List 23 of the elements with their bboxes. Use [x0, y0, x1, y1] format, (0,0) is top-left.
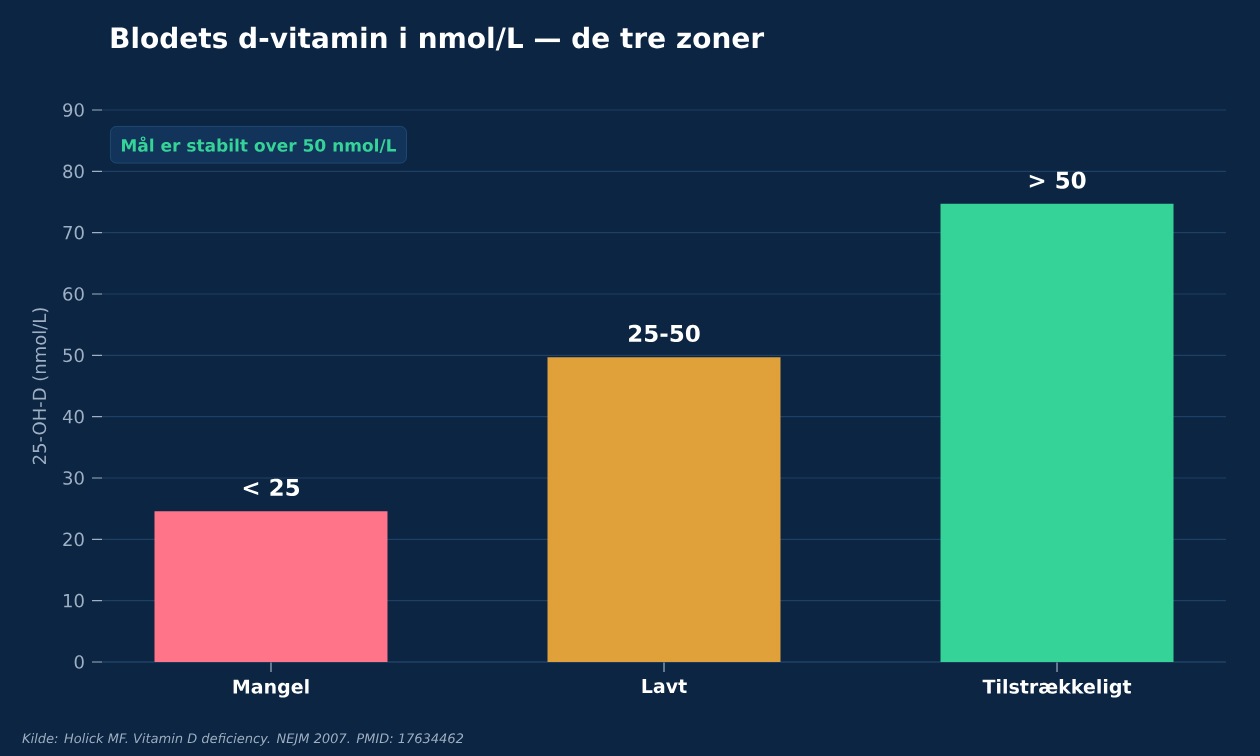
- y-tick-label: 20: [63, 532, 84, 547]
- y-axis-title: 25-OH-D (nmol/L): [32, 308, 49, 465]
- y-tick-label: 70: [63, 225, 84, 240]
- y-tick-label: 0: [74, 655, 84, 669]
- bar: [940, 203, 1174, 662]
- x-tick-label: Lavt: [642, 679, 687, 694]
- y-tick-label: 30: [63, 471, 84, 485]
- y-tick-label: 80: [63, 164, 84, 179]
- annotation: Mål er stabilt over 50 nmol/L: [121, 136, 397, 154]
- data-label: < 25: [243, 478, 300, 497]
- data-label: 25-50: [629, 324, 700, 343]
- text: Kilde: Holick MF. Vitamin D deficiency. NEJM 2007. PMID: 17634462: [22, 733, 464, 746]
- y-tick-label: 90: [63, 103, 84, 117]
- x-tick-label: Tilstrækkeligt: [982, 679, 1132, 698]
- data-label: > 50: [1029, 171, 1086, 189]
- bar: [547, 357, 781, 662]
- y-tick-label: 50: [63, 348, 84, 363]
- x-tick-label: Mangel: [233, 679, 309, 698]
- y-tick-label: 60: [63, 287, 84, 301]
- chart-title: Blodets d-vitamin i nmol/L — de tre zoner: [111, 26, 765, 51]
- bar: [154, 511, 388, 662]
- y-tick-label: 40: [62, 409, 84, 424]
- y-tick-label: 10: [64, 593, 84, 608]
